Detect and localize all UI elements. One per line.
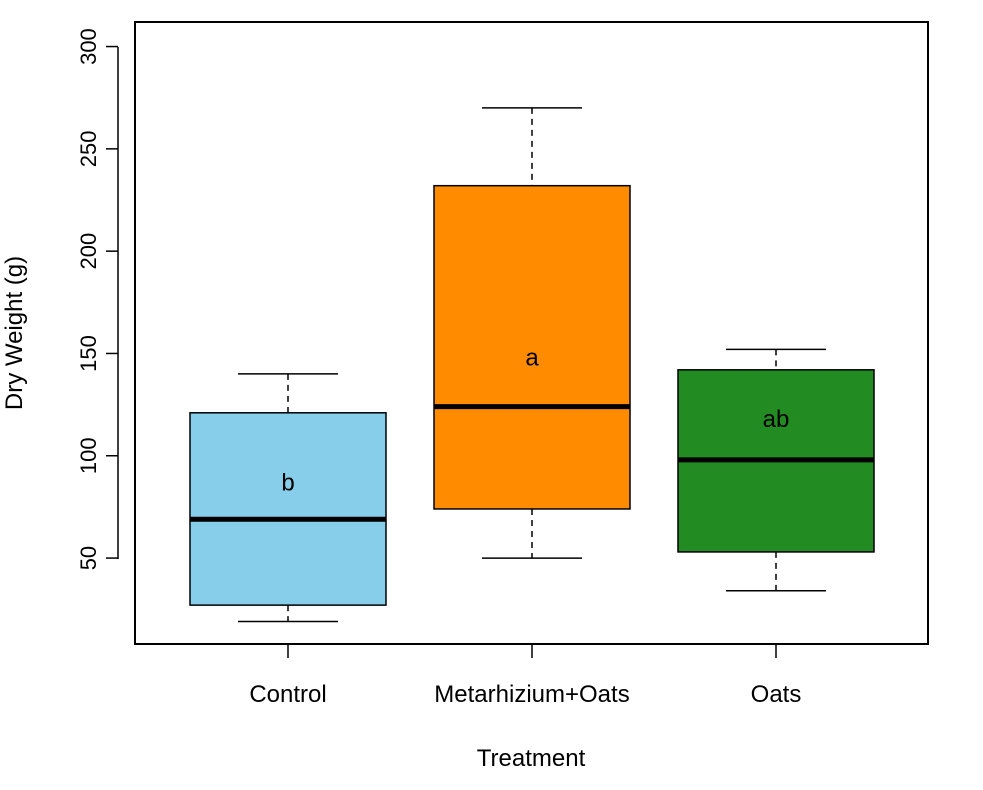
y-tick-label-250: 250 — [76, 130, 101, 167]
x-axis-ticks: Control Metarhizium+Oats Oats — [249, 644, 801, 708]
y-tick-label-50: 50 — [76, 546, 101, 570]
significance-label: a — [525, 345, 539, 372]
x-axis-title: Treatment — [477, 745, 586, 772]
box-iqr — [189, 412, 387, 606]
x-category-label: Oats — [751, 681, 802, 708]
y-tick-label-200: 200 — [76, 233, 101, 270]
y-tick-label-300: 300 — [76, 28, 101, 65]
box-iqr — [433, 184, 631, 510]
x-category-label: Metarhizium+Oats — [434, 681, 629, 708]
y-tick-label-150: 150 — [76, 335, 101, 372]
y-tick-label-100: 100 — [76, 437, 101, 474]
box-3: ab — [677, 348, 875, 592]
box-2: a — [433, 107, 631, 559]
box-1: b — [189, 373, 387, 623]
y-axis-ticks: 50 100 150 200 250 300 — [76, 28, 118, 570]
x-category-label: Control — [249, 681, 326, 708]
y-axis-title: Dry Weight (g) — [1, 256, 28, 410]
boxes-group: b a ab — [189, 107, 875, 623]
significance-label: b — [281, 469, 294, 496]
significance-label: ab — [763, 406, 790, 433]
